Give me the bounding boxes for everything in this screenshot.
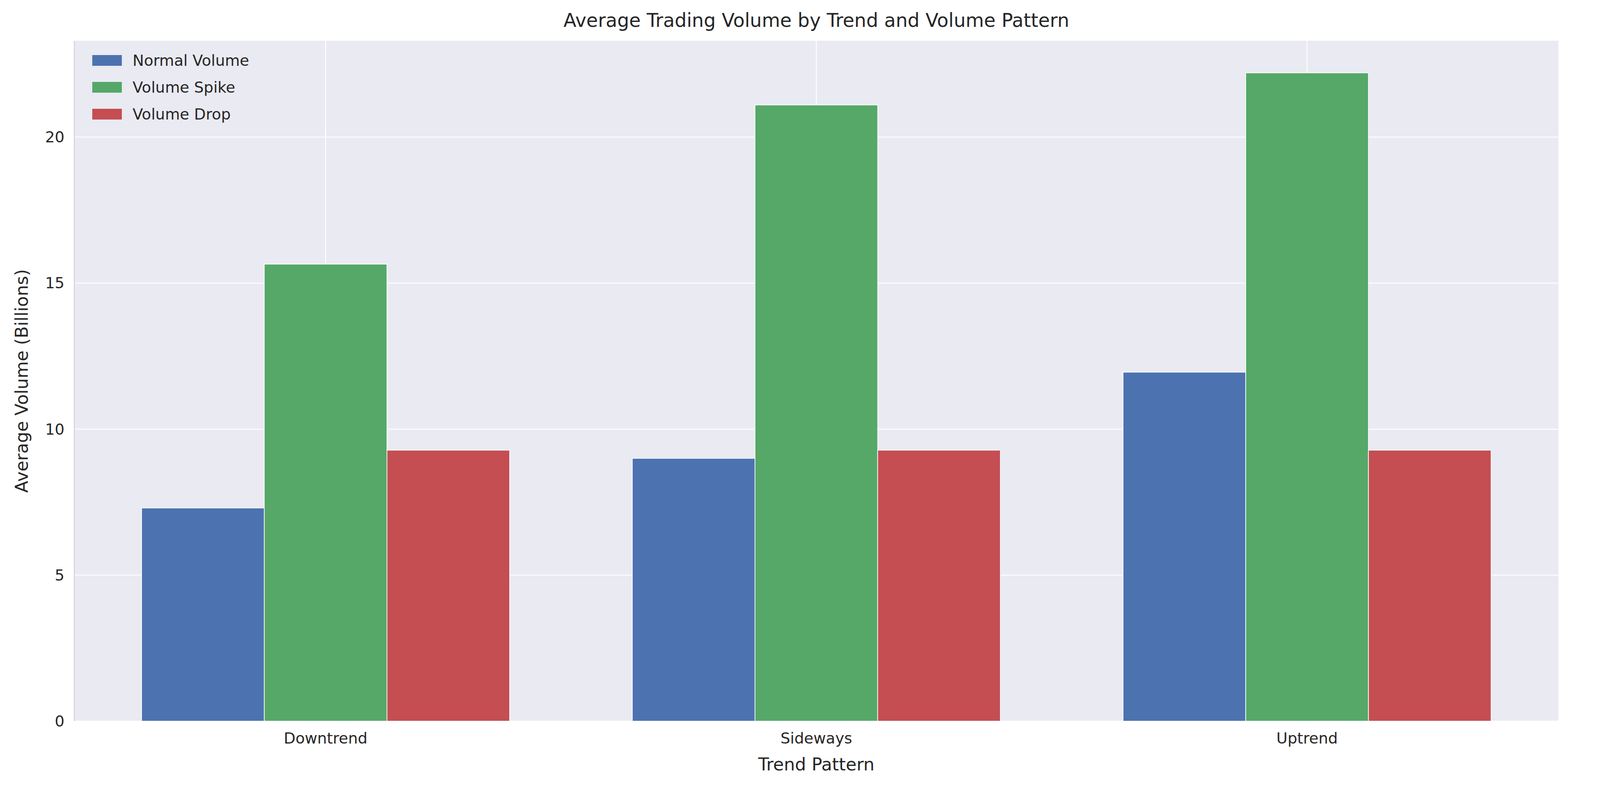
x-tick-label: Sideways — [780, 729, 852, 748]
x-tick-label: Downtrend — [283, 729, 368, 748]
y-tick-label: 15 — [45, 274, 65, 293]
legend-swatch — [92, 108, 122, 120]
bar — [755, 105, 878, 722]
legend-label: Volume Spike — [132, 78, 236, 97]
bar — [264, 264, 388, 722]
y-tick-label: 20 — [45, 128, 65, 147]
bar — [1122, 372, 1246, 722]
legend-swatch — [92, 55, 122, 66]
y-tick-label: 5 — [54, 566, 65, 585]
legend-swatch — [92, 81, 122, 93]
plot-background — [74, 40, 1559, 722]
bar — [1368, 450, 1492, 722]
y-tick-label: 0 — [54, 712, 65, 731]
chart: 0 5 10 15 20 Downtrend Sideways Uptrend Average … — [0, 0, 1600, 791]
legend-label: Normal Volume — [132, 51, 250, 70]
title: Average Trading Volume by Trend and Volu… — [563, 9, 1070, 32]
bars — [141, 73, 1492, 722]
y-axis-label: Average Volume (Billions) — [11, 269, 32, 493]
x-tick-label: Uptrend — [1276, 729, 1338, 748]
legend: Normal Volume Volume Spike Volume Drop — [92, 51, 250, 124]
y-axis-line — [73, 40, 75, 722]
y-tick-label: 10 — [45, 420, 65, 439]
x-axis-label: Trend Pattern — [757, 754, 875, 775]
bar — [877, 450, 1001, 722]
bar — [141, 508, 265, 722]
bar — [632, 458, 756, 722]
legend-label: Volume Drop — [132, 105, 231, 124]
bar — [387, 450, 510, 722]
bar — [1245, 73, 1369, 722]
